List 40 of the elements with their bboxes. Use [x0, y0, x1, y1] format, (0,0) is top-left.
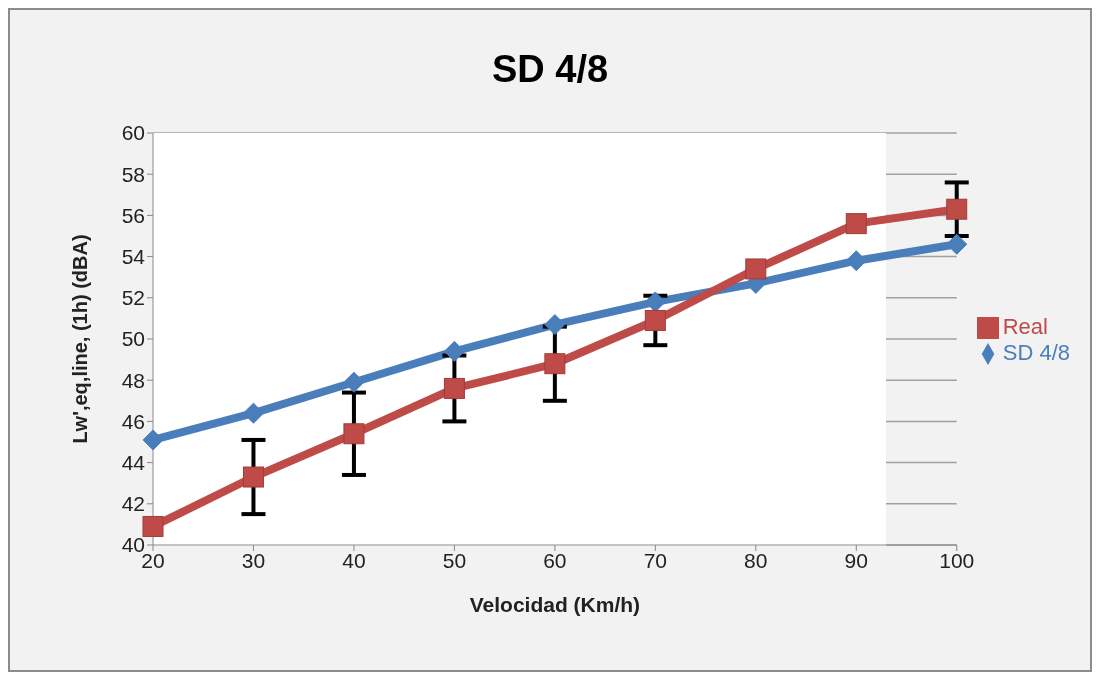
- y-tick-label: 60: [121, 121, 145, 145]
- point: [343, 371, 365, 393]
- point: [242, 466, 264, 488]
- y-tick-label: 56: [121, 203, 145, 227]
- chart-title: SD 4/8: [490, 48, 610, 91]
- x-tick-label: 90: [844, 548, 868, 572]
- y-tick-label: 46: [121, 409, 145, 433]
- y-tick-label: 52: [121, 286, 145, 310]
- x-axis-title: Velocidad (Km/h): [469, 593, 641, 616]
- point: [443, 340, 465, 362]
- point: [343, 423, 365, 445]
- legend-label: SD 4/8: [1002, 340, 1070, 365]
- point: [745, 258, 767, 280]
- x-tick-label: 50: [442, 548, 467, 572]
- legend-label: Real: [1002, 314, 1048, 339]
- point: [142, 515, 164, 537]
- point: [845, 250, 867, 272]
- point: [946, 233, 968, 255]
- point: [946, 198, 968, 220]
- point: [443, 377, 465, 399]
- point: [644, 291, 666, 313]
- point: [242, 402, 264, 424]
- x-tick-label: 60: [543, 548, 567, 572]
- point: [142, 429, 164, 451]
- point: [544, 314, 566, 336]
- x-tick-label: 30: [241, 548, 266, 572]
- y-axis-title: Lw',eq,line, (1h) (dBA): [69, 234, 92, 444]
- y-tick-label: 48: [121, 368, 145, 392]
- x-tick-label: 70: [643, 548, 668, 572]
- y-tick-label: 42: [121, 492, 145, 516]
- point: [644, 309, 666, 331]
- x-tick-label: 80: [744, 548, 768, 572]
- x-tick-label: 100: [939, 548, 975, 572]
- y-tick-label: 50: [121, 327, 145, 351]
- point: [845, 213, 867, 235]
- y-tick-label: 58: [121, 162, 145, 186]
- y-tick-label: 44: [121, 451, 146, 475]
- point: [544, 353, 566, 375]
- x-tick-label: 40: [342, 548, 366, 572]
- y-tick-label: 54: [121, 245, 146, 269]
